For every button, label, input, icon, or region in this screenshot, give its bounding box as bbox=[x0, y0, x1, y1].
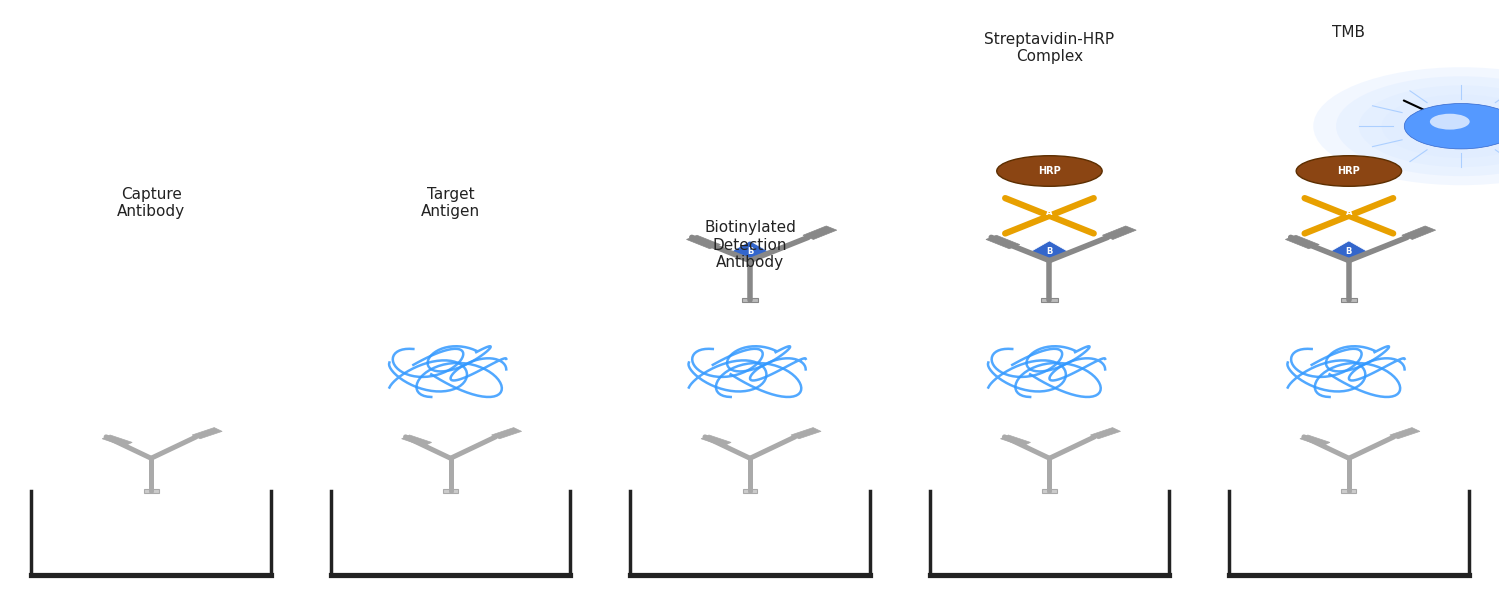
Circle shape bbox=[1404, 104, 1500, 149]
Bar bbox=[742, 298, 758, 302]
Polygon shape bbox=[1402, 226, 1435, 239]
Bar bbox=[144, 489, 159, 493]
Text: Biotinylated
Detection
Antibody: Biotinylated Detection Antibody bbox=[704, 220, 797, 270]
Bar bbox=[1341, 298, 1358, 302]
Bar bbox=[1341, 489, 1356, 493]
Text: Streptavidin-HRP
Complex: Streptavidin-HRP Complex bbox=[984, 32, 1114, 64]
Text: B: B bbox=[1047, 247, 1053, 256]
Text: B: B bbox=[1346, 247, 1352, 256]
Text: HRP: HRP bbox=[1038, 166, 1060, 176]
Text: A: A bbox=[1346, 208, 1352, 217]
Text: B: B bbox=[1047, 225, 1052, 231]
Text: B: B bbox=[1347, 225, 1352, 231]
Circle shape bbox=[1314, 67, 1500, 185]
Polygon shape bbox=[986, 235, 1020, 249]
Text: HRP: HRP bbox=[1338, 166, 1360, 176]
Polygon shape bbox=[1102, 226, 1136, 239]
Text: A: A bbox=[1046, 208, 1053, 217]
Polygon shape bbox=[1000, 435, 1030, 446]
Ellipse shape bbox=[996, 156, 1102, 186]
Polygon shape bbox=[1330, 241, 1368, 262]
Polygon shape bbox=[1030, 241, 1068, 262]
Polygon shape bbox=[700, 435, 730, 446]
Text: TMB: TMB bbox=[1332, 25, 1365, 40]
Polygon shape bbox=[1090, 428, 1120, 439]
Polygon shape bbox=[102, 435, 132, 446]
Bar bbox=[742, 489, 758, 493]
Polygon shape bbox=[687, 235, 720, 249]
Polygon shape bbox=[492, 428, 522, 439]
Text: Target
Antigen: Target Antigen bbox=[422, 187, 480, 220]
Bar bbox=[1041, 298, 1058, 302]
Bar bbox=[442, 489, 458, 493]
Polygon shape bbox=[402, 435, 432, 446]
Polygon shape bbox=[730, 241, 770, 262]
Bar bbox=[1042, 489, 1058, 493]
Polygon shape bbox=[1390, 428, 1420, 439]
Polygon shape bbox=[192, 428, 222, 439]
Polygon shape bbox=[790, 428, 820, 439]
Polygon shape bbox=[1300, 435, 1330, 446]
Text: B: B bbox=[747, 247, 753, 256]
Ellipse shape bbox=[1296, 156, 1401, 186]
Circle shape bbox=[1430, 114, 1470, 130]
Text: Capture
Antibody: Capture Antibody bbox=[117, 187, 184, 220]
Polygon shape bbox=[1286, 235, 1318, 249]
Polygon shape bbox=[802, 226, 837, 239]
Circle shape bbox=[1336, 76, 1500, 176]
Circle shape bbox=[1359, 85, 1500, 167]
